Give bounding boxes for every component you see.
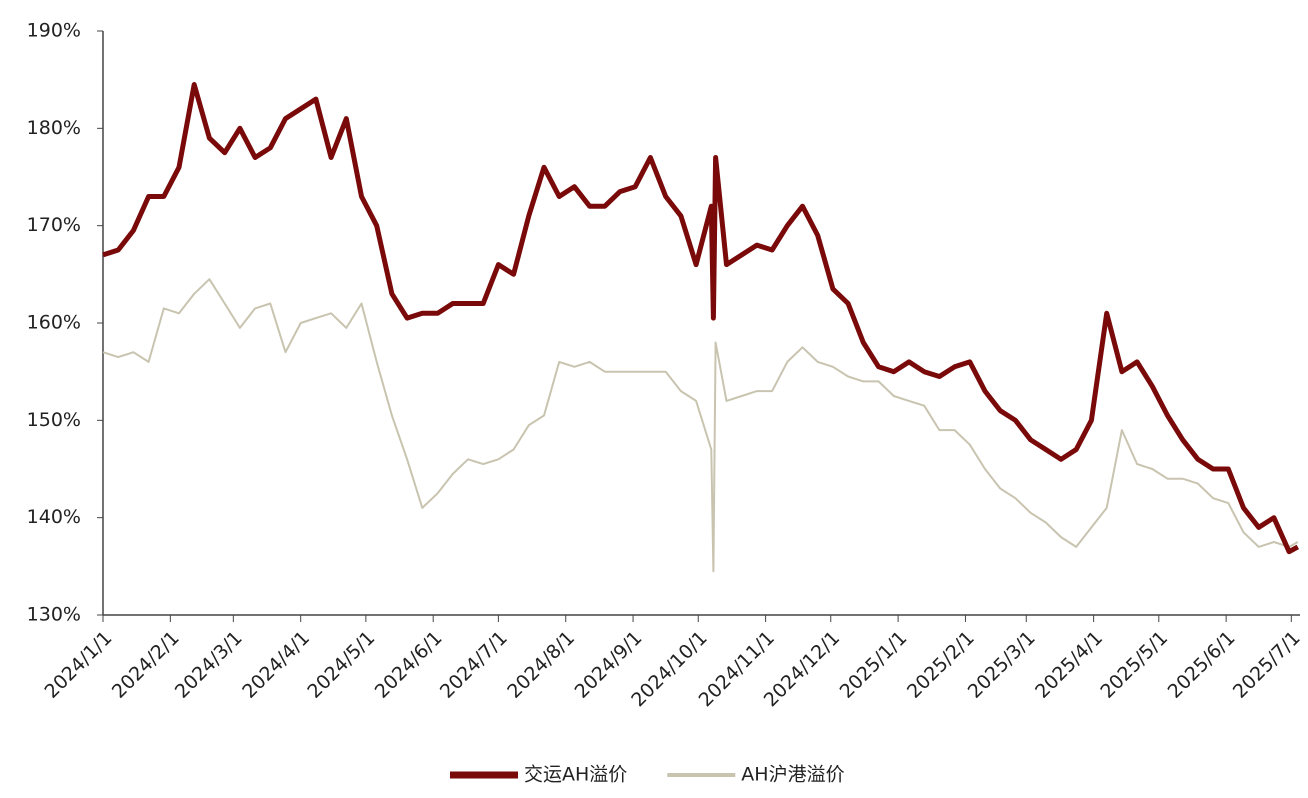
y-tick-label: 140% <box>27 506 81 528</box>
y-tick-label: 150% <box>27 409 81 431</box>
x-tick-label: 2025/6/1 <box>1164 627 1240 703</box>
x-tick-label: 2024/5/1 <box>303 627 379 703</box>
x-tick-label: 2024/1/1 <box>41 627 117 703</box>
y-tick-label: 160% <box>27 312 81 334</box>
x-tick-label: 2025/5/1 <box>1096 627 1172 703</box>
x-tick-label: 2024/6/1 <box>371 627 447 703</box>
x-tick-label: 2025/7/1 <box>1229 627 1305 703</box>
x-tick-label: 2024/7/1 <box>436 627 512 703</box>
y-tick-label: 190% <box>27 20 81 42</box>
x-tick-label: 2025/3/1 <box>964 627 1040 703</box>
series-line <box>102 82 1300 555</box>
x-tick-label: 2024/3/1 <box>171 627 247 703</box>
y-tick-label: 170% <box>27 214 81 236</box>
y-tick-label: 130% <box>27 604 81 626</box>
x-tick-label: 2025/4/1 <box>1031 627 1107 703</box>
x-tick-label: 2024/4/1 <box>238 627 314 703</box>
series-line <box>102 278 1299 573</box>
legend-label: 交运AH溢价 <box>524 764 627 786</box>
x-tick-label: 2024/2/1 <box>108 627 184 703</box>
y-tick-label: 180% <box>27 117 81 139</box>
x-tick-label: 2025/1/1 <box>836 627 912 703</box>
x-tick-label: 2024/8/1 <box>503 627 579 703</box>
legend-label: AH沪港溢价 <box>741 764 844 786</box>
